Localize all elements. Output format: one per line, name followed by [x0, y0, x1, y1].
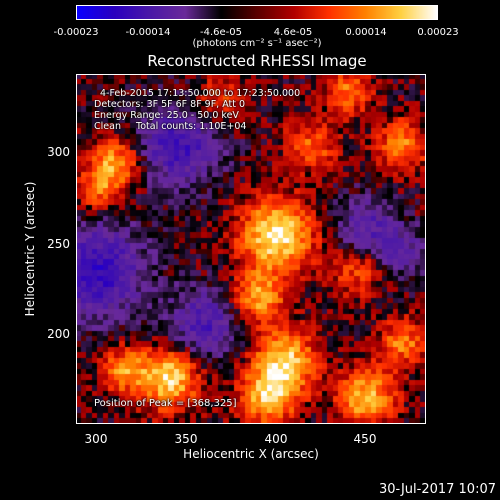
y-tick-label: 200 — [47, 327, 70, 341]
colorbar-tick: -0.00023 — [53, 27, 99, 38]
plot-area — [76, 74, 426, 424]
colorbar-tick: 0.00014 — [345, 27, 387, 38]
x-tick-label: 350 — [174, 432, 198, 446]
colorbar-units: (photons cm⁻² s⁻¹ asec⁻²) — [192, 38, 322, 49]
info-clean-counts: Clean Total counts: 1.10E+04 — [94, 121, 247, 132]
y-axis-label: Heliocentric Y (arcsec) — [23, 181, 37, 317]
colorbar — [76, 5, 438, 20]
y-tick-label: 300 — [47, 145, 70, 159]
chart-title: Reconstructed RHESSI Image — [147, 52, 367, 70]
y-tick-label: 250 — [47, 237, 70, 251]
x-tick-label: 300 — [84, 432, 108, 446]
timestamp: 30-Jul-2017 10:07 — [378, 482, 496, 497]
info-energy-range: Energy Range: 25.0 - 50.0 keV — [94, 110, 239, 121]
x-tick-label: 450 — [353, 432, 377, 446]
heatmap-image — [76, 74, 426, 424]
colorbar-tick: 0.00023 — [417, 27, 459, 38]
x-axis-label: Heliocentric X (arcsec) — [183, 447, 319, 461]
peak-position-label: Position of Peak = [368,325] — [94, 398, 237, 409]
x-tick-label: 400 — [264, 432, 288, 446]
colorbar-tick: 4.6e-05 — [273, 27, 313, 38]
colorbar-tick: -4.6e-05 — [200, 27, 242, 38]
info-time-range: 4-Feb-2015 17:13:50.000 to 17:23:50.000 — [100, 88, 301, 99]
colorbar-tick: -0.00014 — [125, 27, 171, 38]
info-detectors: Detectors: 3F 5F 6F 8F 9F, Att 0 — [94, 99, 246, 110]
